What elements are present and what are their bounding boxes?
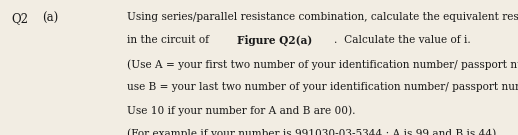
Text: Using series/parallel resistance combination, calculate the equivalent resistanc: Using series/parallel resistance combina…: [127, 12, 518, 22]
Text: .  Calculate the value of i.: . Calculate the value of i.: [334, 35, 471, 45]
Text: Use 10 if your number for A and B are 00).: Use 10 if your number for A and B are 00…: [127, 105, 355, 116]
Text: (a): (a): [42, 12, 59, 25]
Text: Figure Q2(a): Figure Q2(a): [237, 35, 312, 46]
Text: Q2: Q2: [11, 12, 28, 25]
Text: in the circuit of: in the circuit of: [127, 35, 212, 45]
Text: use B = your last two number of your identification number/ passport number.: use B = your last two number of your ide…: [127, 82, 518, 92]
Text: (For example if your number is 991030-03-5344 : A is 99 and B is 44): (For example if your number is 991030-03…: [127, 128, 496, 135]
Text: (Use A = your first two number of your identification number/ passport number an: (Use A = your first two number of your i…: [127, 59, 518, 70]
